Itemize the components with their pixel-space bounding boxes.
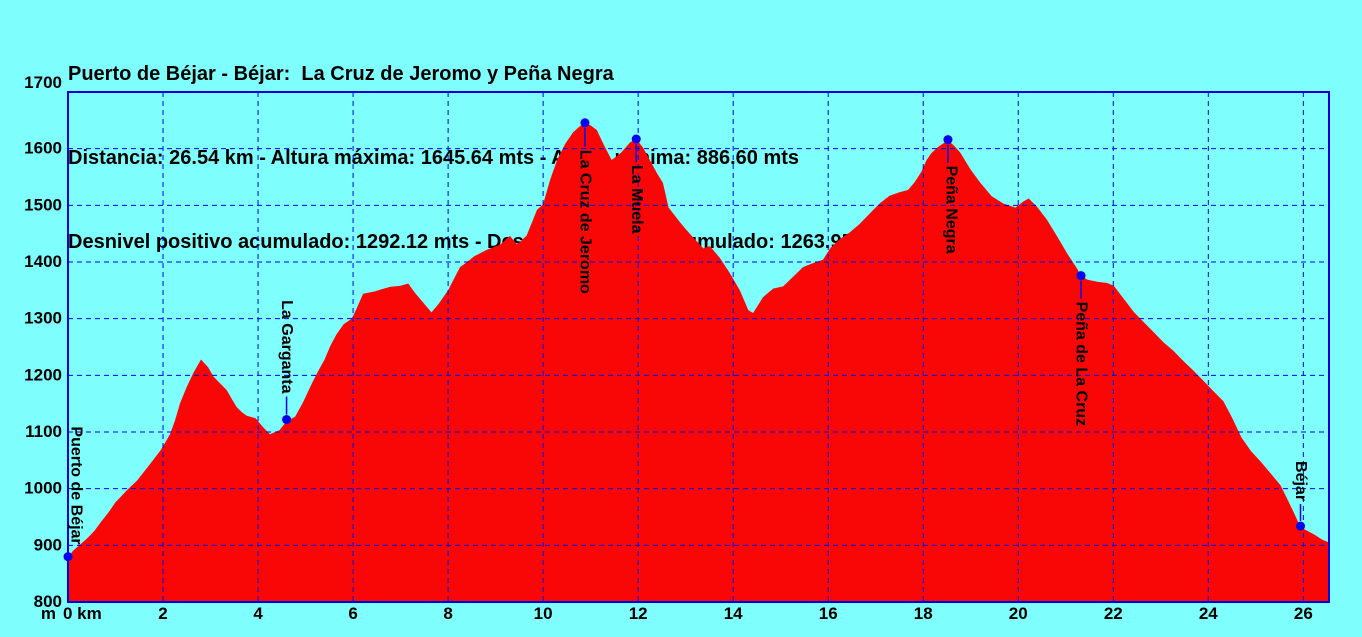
x-axis-tick-label: 14 (724, 604, 743, 623)
y-axis-tick-label: 1400 (24, 252, 62, 271)
x-axis-tick-label: 20 (1009, 604, 1028, 623)
waypoint-dot (282, 415, 292, 425)
y-axis-tick-label: 1700 (24, 73, 62, 92)
waypoint-dot (1076, 271, 1086, 281)
y-axis-tick-label: 1500 (24, 195, 62, 214)
y-axis-tick-label: 900 (34, 535, 62, 554)
y-axis-tick-label: 1600 (24, 139, 62, 158)
x-axis-tick-label: 4 (253, 604, 263, 623)
route-title: Puerto de Béjar - Béjar: La Cruz de Jero… (68, 63, 614, 85)
waypoint-label: La Muela (628, 165, 645, 234)
waypoint-label: Peña de La Cruz (1072, 302, 1089, 426)
x-axis-tick-label: 16 (819, 604, 838, 623)
y-axis-tick-label: 800 (34, 592, 62, 611)
x-axis-tick-label: 18 (914, 604, 933, 623)
waypoint-dot (631, 134, 641, 144)
x-axis-tick-label: 26 (1294, 604, 1313, 623)
x-axis-tick-label: 24 (1199, 604, 1218, 623)
x-axis-tick-label: 6 (348, 604, 357, 623)
y-axis-tick-label: 1100 (25, 422, 62, 441)
waypoint-label: Peña Negra (942, 166, 959, 254)
waypoint-label: Béjar (1292, 461, 1309, 501)
y-axis-unit-label: m (41, 604, 56, 623)
y-axis-tick-label: 1200 (24, 365, 62, 384)
waypoint-dot (943, 135, 953, 145)
y-axis-tick-label: 1300 (24, 309, 62, 328)
elevation-area (68, 122, 1329, 603)
waypoint-label: Puerto de Béjar (68, 426, 85, 544)
waypoint-dot (1295, 521, 1305, 531)
x-axis-tick-label: 10 (534, 604, 553, 623)
waypoint-label: La Cruz de Jeromo (576, 150, 593, 294)
waypoint-dot (580, 118, 590, 128)
plot-border (67, 91, 1330, 603)
x-axis-tick-label: 2 (158, 604, 167, 623)
x-axis-tick-label: 8 (443, 604, 452, 623)
waypoint-label: La Garganta (278, 300, 295, 393)
x-axis-tick-label: 22 (1104, 604, 1123, 623)
x-axis-origin-label: 0 km (63, 604, 102, 623)
x-axis-tick-label: 12 (629, 604, 648, 623)
y-axis-tick-label: 1000 (24, 479, 62, 498)
waypoint-dot (63, 552, 73, 562)
